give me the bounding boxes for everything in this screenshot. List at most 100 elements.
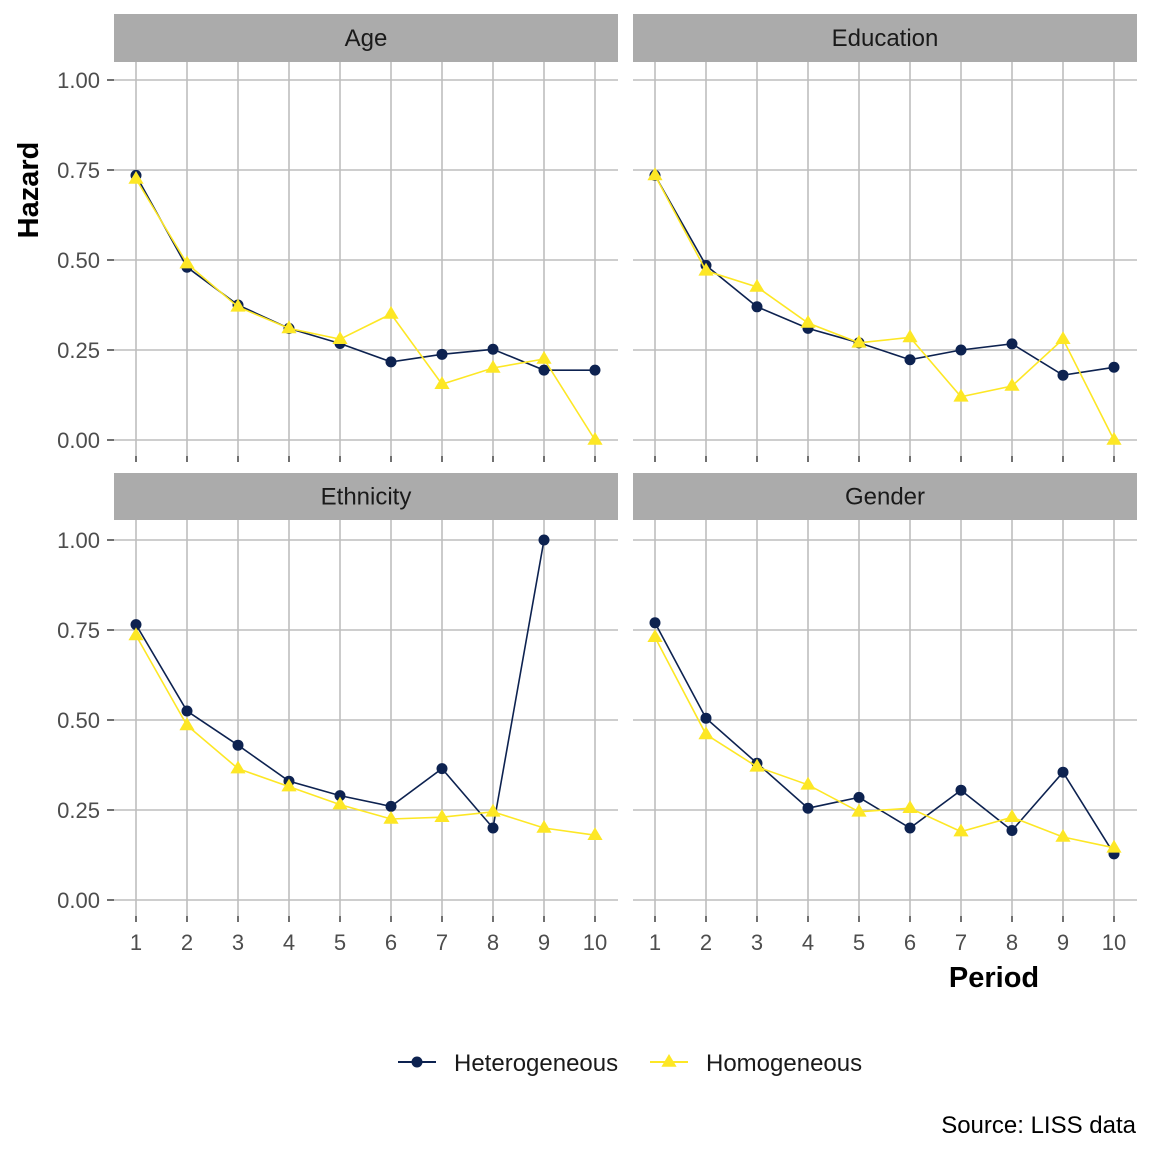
data-point (751, 301, 763, 313)
data-point (485, 360, 501, 373)
data-point (536, 351, 552, 364)
data-point (955, 344, 967, 356)
data-point (130, 619, 142, 631)
y-tick-label: 0.25 (57, 338, 100, 363)
data-point (1108, 361, 1120, 373)
legend-label: Homogeneous (706, 1050, 862, 1077)
data-point (700, 712, 712, 724)
x-axis-title: Period (949, 962, 1039, 994)
data-point (589, 364, 601, 376)
x-tick-label: 5 (334, 930, 346, 955)
facet-strip-label: Age (345, 25, 388, 52)
data-point (749, 758, 765, 772)
panel-gender: Gender (633, 473, 1137, 916)
x-tick-label: 8 (1006, 930, 1018, 955)
x-tick-label: 9 (1057, 930, 1069, 955)
data-point (332, 331, 348, 344)
series-line (135, 175, 595, 371)
data-point (281, 778, 297, 792)
data-point (698, 262, 714, 276)
x-tick-label: 7 (436, 930, 448, 955)
data-point (385, 800, 397, 812)
data-point (851, 334, 867, 348)
x-tick-label: 7 (955, 930, 967, 955)
data-point (536, 820, 552, 833)
facet-strip (633, 473, 1137, 520)
series-homogeneous (647, 629, 1122, 853)
data-point (1057, 766, 1069, 778)
y-tick-label: 0.75 (57, 158, 100, 183)
data-point (538, 364, 550, 376)
legend-item-homogeneous: Homogeneous (650, 1050, 862, 1077)
facet-strip-label: Ethnicity (321, 484, 412, 511)
x-tick-label: 3 (751, 930, 763, 955)
y-tick-label: 0.00 (57, 428, 100, 453)
data-point (230, 760, 246, 774)
data-point (1057, 369, 1069, 381)
data-point (1055, 829, 1071, 842)
facet-strip (633, 14, 1137, 62)
data-point (1006, 825, 1018, 837)
x-tick-label: 2 (181, 930, 193, 955)
y-tick-label: 0.50 (57, 708, 100, 733)
data-point (332, 796, 348, 810)
x-tick-label: 1 (130, 930, 142, 955)
data-point (232, 739, 244, 751)
data-point (904, 822, 916, 834)
data-point (181, 705, 193, 717)
panel-education: Education (633, 14, 1137, 456)
data-point (179, 717, 195, 731)
data-point (1106, 839, 1122, 853)
data-point (485, 803, 501, 817)
y-tick-label: 1.00 (57, 528, 100, 553)
data-point (1004, 378, 1020, 391)
x-tick-label: 9 (538, 930, 550, 955)
panel-age: Age (114, 14, 618, 456)
data-point (698, 726, 714, 740)
y-tick-label: 0.75 (57, 618, 100, 643)
data-point (749, 279, 765, 292)
series-line (135, 178, 596, 441)
gridlines (114, 520, 618, 916)
x-tick-label: 6 (904, 930, 916, 955)
series-line (654, 622, 1115, 855)
x-tick-label: 2 (700, 930, 712, 955)
gridlines (633, 62, 1137, 456)
data-point (434, 376, 450, 389)
series-line (654, 636, 1115, 849)
data-point (334, 790, 346, 802)
data-point (647, 167, 663, 181)
data-point (587, 827, 603, 840)
legend: Heterogeneous Homogeneous (398, 1050, 862, 1077)
series-heterogeneous (130, 534, 550, 834)
axes: 0.00 0.25 0.50 0.75 1.00 0.00 0.25 0.50 0.75 1.00… (57, 68, 1126, 955)
data-point (953, 388, 969, 402)
y-tick-label: 0.00 (57, 888, 100, 913)
series-homogeneous (647, 167, 1122, 445)
data-point (436, 763, 448, 775)
data-point (383, 306, 399, 319)
data-point (281, 320, 297, 334)
gridlines (633, 520, 1137, 916)
legend-key-marker (661, 1054, 677, 1067)
legend-key-marker (411, 1056, 423, 1068)
y-axis-title: Hazard (13, 142, 45, 239)
data-point (800, 315, 816, 328)
data-point (904, 354, 916, 366)
data-point (385, 356, 397, 368)
y-tick-label: 0.50 (57, 248, 100, 273)
series-line (135, 635, 596, 836)
y-tick-label: 1.00 (57, 68, 100, 93)
data-point (538, 534, 550, 546)
y-tick-label: 0.25 (57, 798, 100, 823)
data-point (230, 298, 246, 312)
series-line (654, 175, 1115, 441)
x-tick-label: 10 (583, 930, 607, 955)
gridlines (114, 62, 618, 456)
facet-strip (114, 14, 618, 62)
x-tick-label: 4 (802, 930, 814, 955)
data-point (383, 811, 399, 824)
data-point (802, 802, 814, 814)
facet-strip-label: Gender (845, 484, 925, 511)
